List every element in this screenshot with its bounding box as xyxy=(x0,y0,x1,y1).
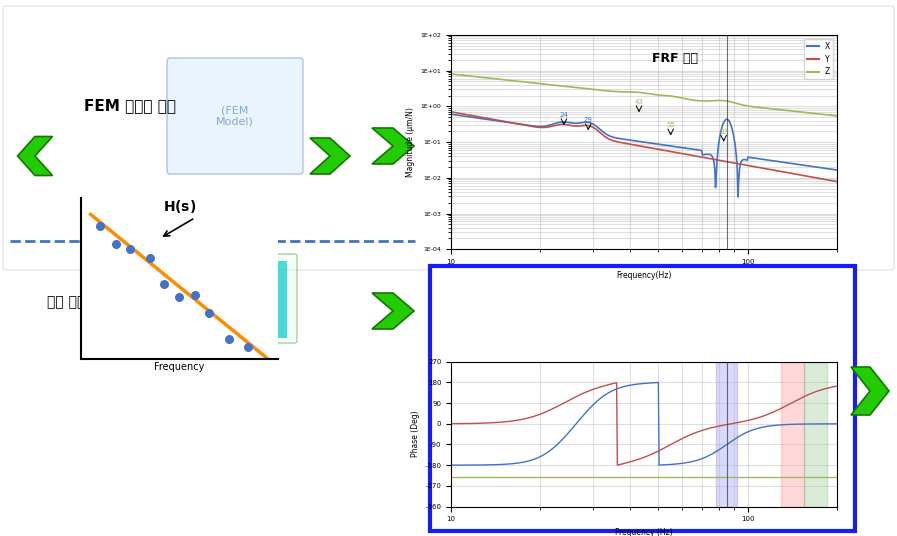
Y-axis label: Magnitude (μm/N): Magnitude (μm/N) xyxy=(406,107,415,177)
Text: Simulink Block화: Simulink Block화 xyxy=(472,220,582,233)
Point xyxy=(202,308,216,317)
Point xyxy=(188,291,203,299)
FancyBboxPatch shape xyxy=(649,153,721,175)
Text: 43: 43 xyxy=(634,99,643,105)
X-axis label: Frequency (Hz): Frequency (Hz) xyxy=(615,528,673,536)
Bar xyxy=(203,261,215,338)
Polygon shape xyxy=(310,138,350,174)
Point xyxy=(93,222,108,231)
Text: (FEM
Model): (FEM Model) xyxy=(216,105,254,127)
Text: $\frac{1}{s+1}$: $\frac{1}{s+1}$ xyxy=(677,156,693,172)
Y-axis label: Phase (Deg): Phase (Deg) xyxy=(411,411,420,457)
Text: Curve Fitting(S-domain): Curve Fitting(S-domain) xyxy=(100,220,270,233)
Bar xyxy=(716,362,737,507)
Bar xyxy=(185,261,197,338)
Legend: X, Y, Z: X, Y, Z xyxy=(804,39,833,79)
Text: 시간 모델에서 FRF추출: 시간 모델에서 FRF추출 xyxy=(47,294,153,308)
Bar xyxy=(781,362,804,507)
FancyBboxPatch shape xyxy=(636,89,785,208)
Point xyxy=(241,343,256,351)
Text: Transfer Fcn1: Transfer Fcn1 xyxy=(664,149,706,154)
Text: Z: Z xyxy=(553,163,559,173)
Text: $\frac{1}{s+1}$: $\frac{1}{s+1}$ xyxy=(677,100,693,116)
Polygon shape xyxy=(462,61,480,81)
Point xyxy=(143,254,157,263)
FancyBboxPatch shape xyxy=(489,153,556,172)
FancyBboxPatch shape xyxy=(178,254,297,343)
FancyBboxPatch shape xyxy=(3,6,894,270)
Text: Transfer Fcn: Transfer Fcn xyxy=(666,121,704,126)
Bar xyxy=(239,261,251,338)
Text: X: X xyxy=(553,123,559,132)
Text: 83: 83 xyxy=(719,129,728,135)
Polygon shape xyxy=(467,66,480,81)
FancyBboxPatch shape xyxy=(430,266,855,531)
Bar xyxy=(221,261,233,338)
FancyBboxPatch shape xyxy=(649,125,721,147)
Text: FRF 추출: FRF 추출 xyxy=(652,52,698,65)
Text: $\mathbf{H(s)}$: $\mathbf{H(s)}$ xyxy=(162,198,196,215)
Point xyxy=(156,280,170,288)
Bar xyxy=(257,261,269,338)
Polygon shape xyxy=(372,128,414,164)
Polygon shape xyxy=(761,139,799,169)
Polygon shape xyxy=(462,61,480,68)
FancyBboxPatch shape xyxy=(489,133,556,152)
Text: $\mathbf{H(s)}$: $\mathbf{H(s)}$ xyxy=(509,136,536,150)
Point xyxy=(222,334,236,343)
FancyBboxPatch shape xyxy=(167,58,303,174)
Polygon shape xyxy=(18,137,53,175)
Point xyxy=(109,240,124,249)
X-axis label: Frequency: Frequency xyxy=(154,362,205,372)
Point xyxy=(172,293,187,301)
FancyBboxPatch shape xyxy=(649,97,721,119)
Text: MATLAB: MATLAB xyxy=(480,63,535,73)
Text: FRF 모델: FRF 모델 xyxy=(689,220,735,233)
Text: 24: 24 xyxy=(560,112,569,118)
Text: $\mathbf{H(s)}$: $\mathbf{H(s)}$ xyxy=(509,115,536,130)
Polygon shape xyxy=(372,293,414,329)
Text: FEM 동특성 해석: FEM 동특성 해석 xyxy=(84,99,176,114)
Polygon shape xyxy=(762,139,798,169)
Text: $\mathbf{H(s)}$: $\mathbf{H(s)}$ xyxy=(509,155,536,169)
Text: Transfer Fcn2: Transfer Fcn2 xyxy=(664,177,706,182)
Polygon shape xyxy=(596,133,636,169)
Polygon shape xyxy=(462,61,468,78)
FancyBboxPatch shape xyxy=(489,113,556,132)
Text: SIMULINK: SIMULINK xyxy=(480,78,548,90)
Text: Y: Y xyxy=(553,144,558,153)
Text: $\frac{1}{s+1}$: $\frac{1}{s+1}$ xyxy=(677,128,693,144)
Polygon shape xyxy=(851,367,889,415)
Bar xyxy=(275,261,287,338)
X-axis label: Frequency(Hz): Frequency(Hz) xyxy=(616,271,672,279)
Point xyxy=(123,245,137,254)
Text: 29: 29 xyxy=(584,117,593,123)
Bar xyxy=(804,362,827,507)
Text: 55: 55 xyxy=(666,122,675,128)
